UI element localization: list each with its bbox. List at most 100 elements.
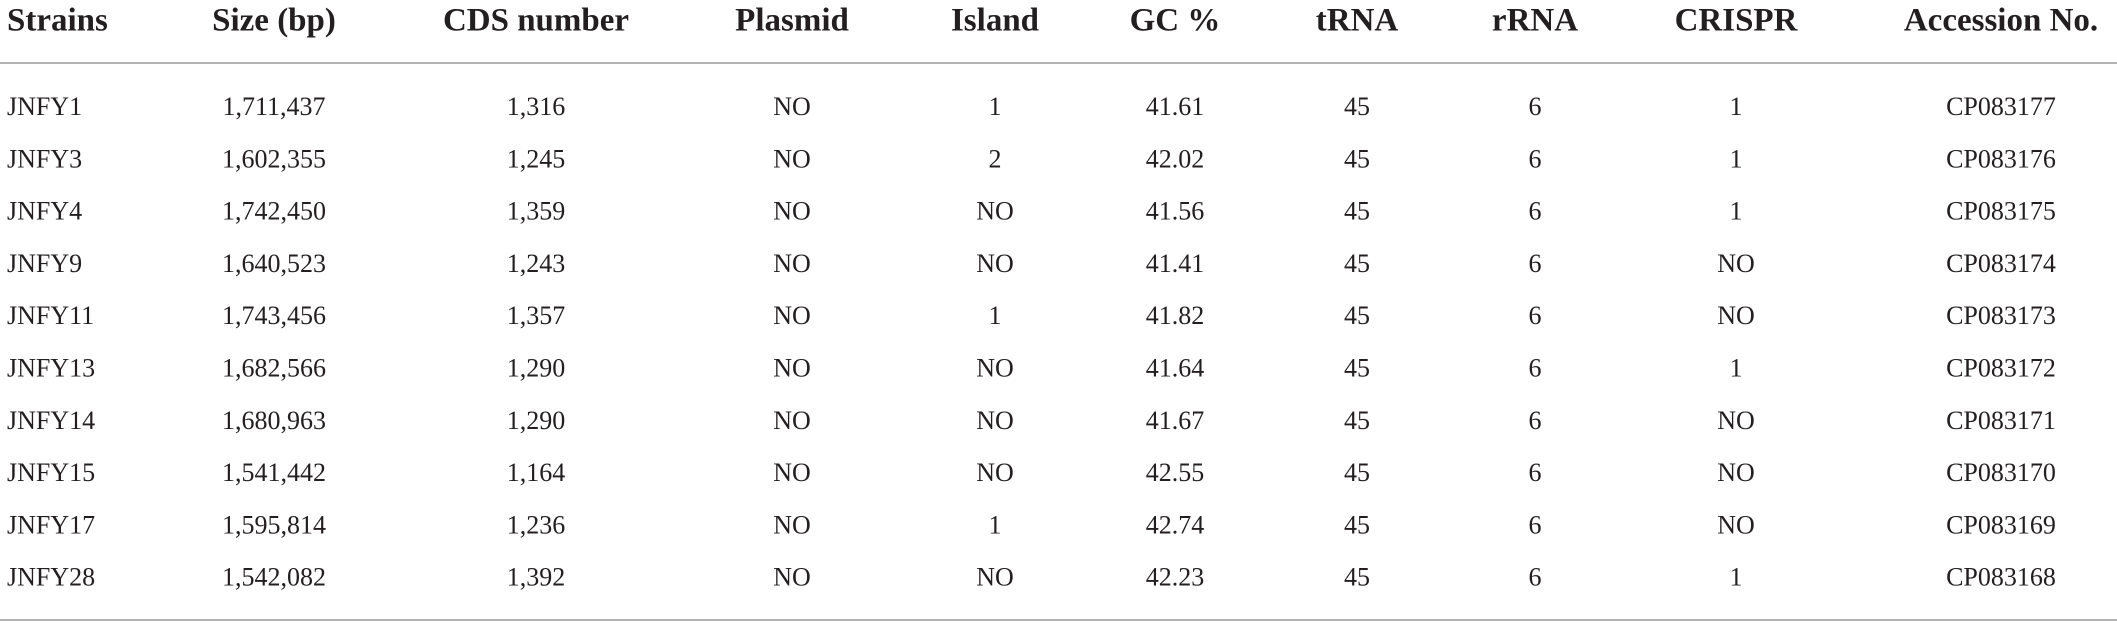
- table-cell: 45: [1344, 197, 1370, 226]
- table-cell: 6: [1529, 458, 1542, 487]
- table-cell: NO: [976, 458, 1014, 487]
- column-header: Strains: [7, 3, 108, 39]
- table-cell: 1,392: [507, 563, 566, 592]
- table-cell: CP083168: [1946, 563, 2056, 592]
- table-cell: JNFY11: [7, 301, 94, 330]
- table-cell: NO: [773, 249, 811, 278]
- table-cell: 6: [1529, 563, 1542, 592]
- table-cell: NO: [773, 197, 811, 226]
- table-cell: CP083171: [1946, 406, 2056, 435]
- table-cell: NO: [976, 197, 1014, 226]
- table-cell: NO: [773, 353, 811, 382]
- table-cell: 6: [1529, 406, 1542, 435]
- table-cell: 6: [1529, 353, 1542, 382]
- table-cell: CP083176: [1946, 144, 2056, 173]
- table-cell: 1,595,814: [222, 510, 326, 539]
- table-cell: 1,680,963: [222, 406, 326, 435]
- column-header: CRISPR: [1675, 3, 1799, 39]
- table-cell: 41.82: [1146, 301, 1205, 330]
- table-cell: JNFY15: [7, 458, 95, 487]
- table-cell: 1: [1730, 197, 1743, 226]
- table-cell: JNFY14: [7, 406, 95, 435]
- table-cell: CP083170: [1946, 458, 2056, 487]
- table-cell: NO: [773, 144, 811, 173]
- column-header: Island: [951, 3, 1039, 39]
- table-cell: 45: [1344, 406, 1370, 435]
- table-cell: NO: [773, 510, 811, 539]
- table-cell: NO: [1717, 249, 1755, 278]
- column-header: Plasmid: [735, 3, 849, 39]
- table-cell: NO: [773, 458, 811, 487]
- column-header: CDS number: [443, 3, 629, 39]
- table-cell: 45: [1344, 510, 1370, 539]
- table-cell: CP083174: [1946, 249, 2056, 278]
- column-header: rRNA: [1492, 3, 1578, 39]
- table-cell: JNFY17: [7, 510, 95, 539]
- table-cell: 42.74: [1146, 510, 1205, 539]
- table-cell: NO: [773, 92, 811, 121]
- table-cell: NO: [976, 353, 1014, 382]
- table-cell: 1,743,456: [222, 301, 326, 330]
- table-cell: JNFY28: [7, 563, 95, 592]
- table-cell: 41.61: [1146, 92, 1205, 121]
- column-header: tRNA: [1316, 3, 1399, 39]
- table-cell: 6: [1529, 144, 1542, 173]
- table-cell: JNFY13: [7, 353, 95, 382]
- table-cell: 45: [1344, 249, 1370, 278]
- table-cell: 2: [989, 144, 1002, 173]
- table-cell: NO: [1717, 301, 1755, 330]
- table-cell: 1,243: [507, 249, 566, 278]
- table-cell: 42.55: [1146, 458, 1205, 487]
- table-cell: 45: [1344, 92, 1370, 121]
- table-cell: 1: [1730, 563, 1743, 592]
- table-cell: 45: [1344, 144, 1370, 173]
- table-cell: 1,236: [507, 510, 566, 539]
- table-cell: 41.56: [1146, 197, 1205, 226]
- table-cell: NO: [976, 249, 1014, 278]
- table-cell: 45: [1344, 353, 1370, 382]
- table-cell: NO: [773, 301, 811, 330]
- table-cell: 1,357: [507, 301, 566, 330]
- table-cell: 1,290: [507, 353, 566, 382]
- table-cell: CP083172: [1946, 353, 2056, 382]
- table-cell: JNFY1: [7, 92, 82, 121]
- table-cell: 42.02: [1146, 144, 1205, 173]
- table-cell: 1,711,437: [222, 92, 325, 121]
- table-cell: 1,742,450: [222, 197, 326, 226]
- column-header: Accession No.: [1904, 3, 2098, 39]
- table-cell: NO: [976, 563, 1014, 592]
- table-cell: 41.64: [1146, 353, 1205, 382]
- table-cell: 6: [1529, 92, 1542, 121]
- table-cell: CP083169: [1946, 510, 2056, 539]
- table-cell: 6: [1529, 249, 1542, 278]
- table-cell: JNFY9: [7, 249, 82, 278]
- table-cell: 1,359: [507, 197, 566, 226]
- table-cell: NO: [1717, 458, 1755, 487]
- table-cell: 1: [989, 92, 1002, 121]
- table-cell: 41.41: [1146, 249, 1205, 278]
- table-cell: 42.23: [1146, 563, 1205, 592]
- table-cell: 6: [1529, 301, 1542, 330]
- table-cell: 1: [1730, 144, 1743, 173]
- column-header: GC %: [1130, 3, 1221, 39]
- table-cell: CP083173: [1946, 301, 2056, 330]
- table-cell: 41.67: [1146, 406, 1205, 435]
- table-cell: 6: [1529, 510, 1542, 539]
- table-cell: 1,164: [507, 458, 566, 487]
- table-cell: NO: [773, 406, 811, 435]
- table-cell: NO: [773, 563, 811, 592]
- table-cell: 1,542,082: [222, 563, 326, 592]
- table-cell: 1: [1730, 92, 1743, 121]
- table-cell: NO: [1717, 510, 1755, 539]
- table-cell: 45: [1344, 458, 1370, 487]
- column-header: Size (bp): [212, 3, 336, 39]
- table-cell: NO: [976, 406, 1014, 435]
- table-cell: 45: [1344, 301, 1370, 330]
- table-cell: CP083177: [1946, 92, 2056, 121]
- table-cell: 1,290: [507, 406, 566, 435]
- table-cell: CP083175: [1946, 197, 2056, 226]
- table-cell: 1,316: [507, 92, 566, 121]
- table-cell: 1,682,566: [222, 353, 326, 382]
